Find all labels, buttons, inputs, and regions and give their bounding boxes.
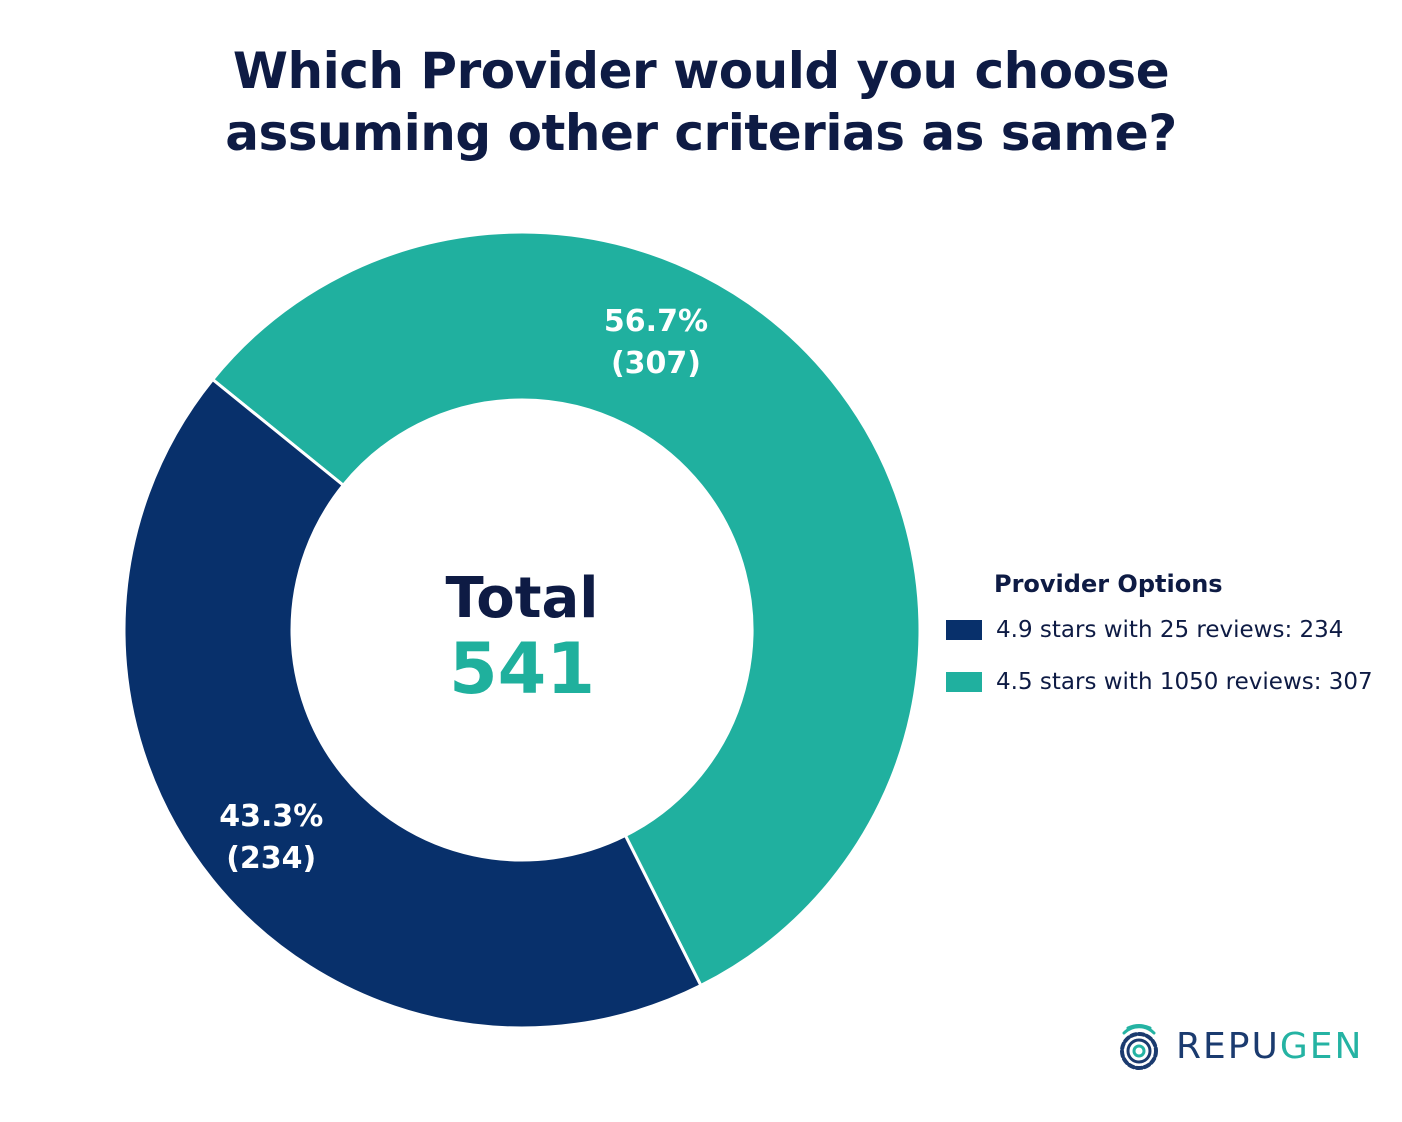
repugen-wordmark: REPUGEN: [1176, 1025, 1364, 1067]
legend-item: 4.9 stars with 25 reviews: 234: [946, 614, 1386, 646]
legend: Provider Options 4.9 stars with 25 revie…: [946, 570, 1386, 718]
legend-label: 4.5 stars with 1050 reviews: 307: [996, 669, 1373, 695]
legend-item: 4.5 stars with 1050 reviews: 307: [946, 666, 1386, 698]
target-gear-icon: [1120, 1024, 1158, 1070]
repugen-logo: REPUGEN: [1110, 1016, 1370, 1076]
center-total-value: 541: [449, 628, 595, 710]
chart-title-line-2: assuming other criterias as same?: [225, 104, 1177, 162]
legend-swatch-4-5-stars: [946, 672, 982, 692]
slice-percent-label: 56.7%: [604, 304, 708, 339]
legend-swatch-4-9-stars: [946, 620, 982, 640]
slice-count-label: (234): [226, 841, 316, 876]
slice-percent-label: 43.3%: [219, 799, 323, 834]
legend-title: Provider Options: [994, 570, 1223, 598]
donut-slice-4-9-stars: [122, 377, 703, 1030]
center-total-label: Total: [446, 566, 599, 631]
chart-title-line-1: Which Provider would you choose: [232, 42, 1170, 100]
donut-slice-4-5-stars: [210, 230, 922, 988]
slice-count-label: (307): [611, 346, 701, 381]
legend-label: 4.9 stars with 25 reviews: 234: [996, 617, 1344, 643]
